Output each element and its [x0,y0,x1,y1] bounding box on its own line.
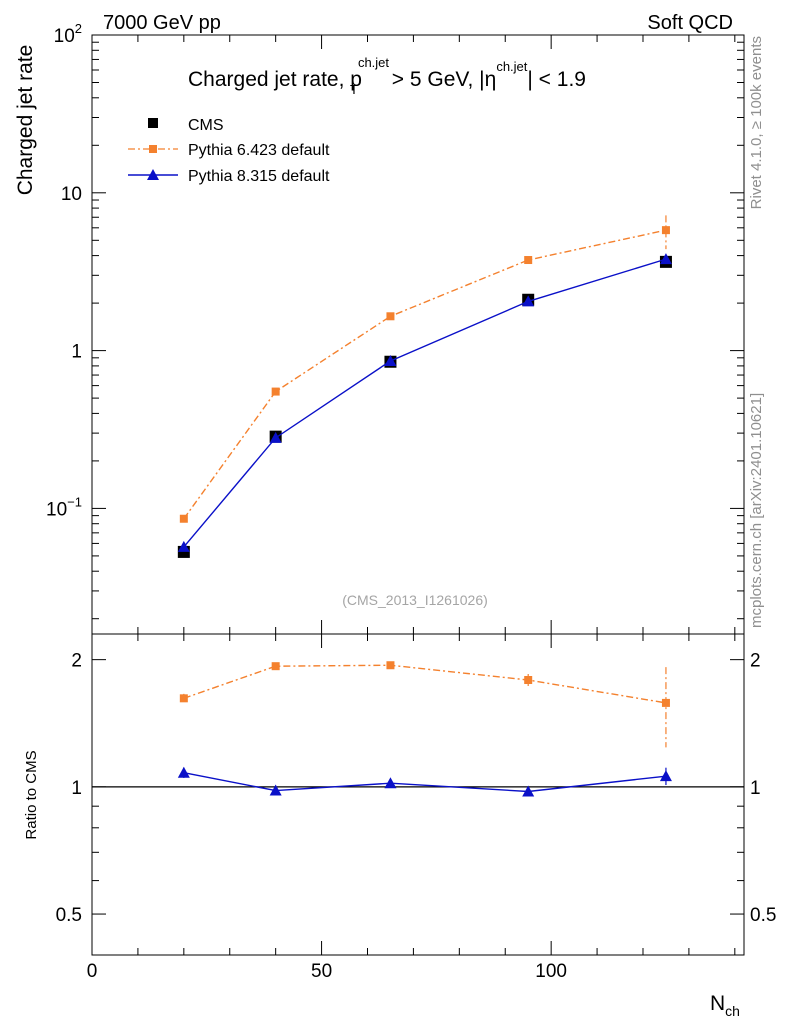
data-point-pythia6 [179,514,188,523]
ratio-point-pythia8 [522,785,535,797]
ratio-point-pythia6 [524,676,533,685]
y-tick-label: 10−1 [46,494,82,520]
ratio-point-pythia6 [271,662,280,671]
x-axis-label: Nch [710,992,740,1019]
title-middle: > 5 GeV, |η [386,68,496,91]
x-axis-label-sub: ch [725,1003,740,1019]
ratio-line-pythia8 [183,772,667,793]
ratio-y-axis-label: Ratio to CMS [23,750,40,839]
x-axis-label-main: N [710,992,725,1015]
title-prefix: Charged jet rate, p [188,68,362,91]
ratio-y-tick-label-right: 0.5 [750,905,776,926]
process-label: Soft QCD [647,12,733,34]
ratio-y-tick-label-right: 2 [750,651,761,672]
ratio-point-pythia8 [269,784,282,796]
ratio-point-pythia6 [386,661,395,670]
y-tick-label: 10 [61,184,82,205]
data-point-pythia8 [384,354,397,366]
ratio-plot-frame [91,633,745,956]
ratio-y-tick-label: 2 [71,651,82,672]
series-line-pythia6 [183,229,667,520]
analysis-id: (CMS_2013_I1261026) [342,592,488,608]
title-pt-sub: T [350,82,358,97]
rivet-label: Rivet 4.1.0, ≥ 100k events [748,36,765,209]
energy-label: 7000 GeV pp [103,12,221,34]
data-point-pythia6 [386,312,395,321]
ratio-line-pythia6 [183,664,667,704]
data-point-pythia6 [661,226,670,235]
legend-label-pythia6: Pythia 6.423 default [188,142,330,159]
data-point-pythia6 [271,387,280,396]
ratio-y-tick-label-right: 1 [750,778,761,799]
title-eta-sup: ch.jet [496,59,527,74]
x-tick-label: 0 [87,961,98,982]
main-axes: 10−1 1 10 102 [46,21,745,635]
y-axis-label: Charged jet rate [14,45,37,196]
chart-title: Charged jet rate, pch.jet T > 5 GeV, |ηch… [188,55,586,97]
title-suffix: | < 1.9 [527,68,586,91]
ratio-point-pythia8 [177,766,190,778]
ratio-point-pythia6 [661,698,670,707]
data-point-pythia8 [177,540,190,552]
legend-marker-pythia8 [147,169,159,180]
legend-marker-pythia6 [149,145,157,153]
x-tick-label: 100 [535,961,567,982]
x-tick-label: 50 [311,961,332,982]
legend-label-pythia8: Pythia 8.315 default [188,168,330,185]
mcplots-label: mcplots.cern.ch [arXiv:2401.10621] [748,393,765,628]
legend-marker-cms [148,118,158,128]
title-pt-sup: ch.jet [358,55,389,70]
legend-label-cms: CMS [188,117,224,134]
ratio-point-pythia6 [179,694,188,703]
ratio-point-pythia8 [659,770,672,782]
data-point-pythia6 [524,256,533,265]
ratio-y-tick-label: 0.5 [56,905,82,926]
legend: CMS Pythia 6.423 default Pythia 8.315 de… [128,117,330,185]
data-point-pythia8 [269,431,282,443]
y-tick-label: 1 [71,342,82,363]
data-point-pythia8 [659,253,672,265]
ratio-y-tick-label: 1 [71,778,82,799]
data-point-pythia8 [522,295,535,307]
y-tick-label: 102 [54,21,82,47]
ratio-axes: 0 50 100 0.5 0.5 1 1 2 2 [56,633,776,982]
series-layer [177,215,672,797]
ratio-point-pythia8 [384,777,397,789]
